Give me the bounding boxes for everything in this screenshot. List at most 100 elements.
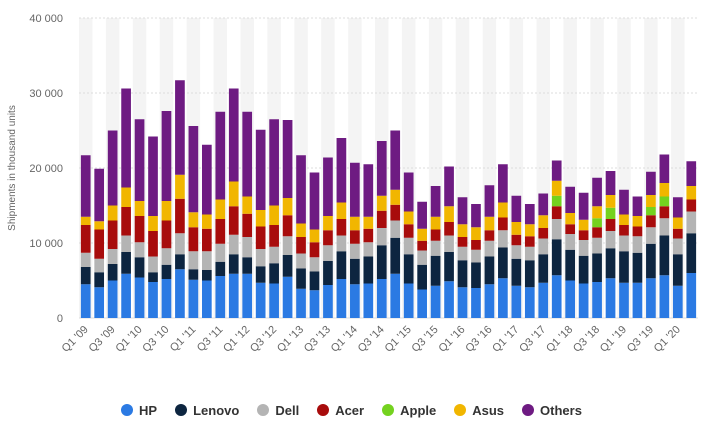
bar-segment-hp (444, 281, 454, 318)
bar-segment-acer (538, 228, 549, 239)
bar-segment-hp (498, 278, 508, 318)
legend-item-acer[interactable]: Acer (317, 403, 364, 418)
bar-segment-hp (323, 285, 333, 318)
x-tick-label: Q1 '10 (114, 324, 145, 355)
bar-segment-hp (228, 273, 239, 318)
bar-segment-hp (201, 280, 212, 318)
bar-segment-hp (471, 288, 481, 318)
legend-label-apple: Apple (400, 402, 437, 418)
bar-segment-others (134, 119, 145, 201)
legend-dot-asus (454, 404, 467, 416)
bar-segment-others (107, 130, 118, 206)
bar-segment-hp (686, 273, 697, 318)
legend-item-lenovo[interactable]: Lenovo (175, 403, 239, 418)
legend-item-hp[interactable]: HP (121, 403, 157, 418)
bar-segment-hp (350, 284, 360, 318)
bar-segment-acer (498, 217, 508, 231)
x-tick-label: Q1 '20 (652, 324, 683, 355)
bar-segment-others (659, 154, 670, 183)
bar-segment-acer (417, 240, 427, 251)
bar-segment-others (403, 172, 414, 212)
bar-segment-dell (296, 253, 306, 269)
bar-segment-others (296, 155, 306, 224)
bar-segment-lenovo (632, 252, 643, 283)
bar-segment-others (175, 80, 185, 175)
legend: HP Lenovo Dell Acer Apple Asus Others (0, 400, 703, 420)
bar-segment-asus (457, 224, 468, 237)
legend-item-apple[interactable]: Apple (382, 403, 436, 418)
bar-segment-hp (511, 285, 522, 318)
bar-segment-acer (269, 225, 279, 247)
bar-segment-others (350, 162, 360, 217)
legend-item-asus[interactable]: Asus (454, 403, 504, 418)
bar-segment-others (444, 166, 454, 207)
x-tick-label: Q3 '09 (87, 324, 118, 355)
bar-segment-asus (121, 187, 131, 207)
legend-label-hp: HP (139, 402, 158, 418)
bar-segment-acer (672, 228, 683, 239)
x-tick-label: Q1 '14 (329, 324, 360, 355)
bar-segment-others (686, 161, 697, 186)
bar-segment-others (228, 88, 239, 182)
bar-segment-lenovo (646, 243, 656, 279)
bar-segment-dell (444, 235, 454, 252)
bar-segment-hp (107, 280, 118, 318)
bar-segment-others (524, 204, 535, 225)
bar-segment-apple (659, 196, 670, 207)
legend-item-others[interactable]: Others (522, 403, 582, 418)
bar-segment-acer (296, 237, 306, 254)
bar-segment-hp (363, 283, 374, 318)
bar-segment-lenovo (228, 254, 239, 274)
bar-segment-dell (672, 238, 683, 255)
bar-segment-dell (282, 236, 293, 255)
bar-segment-hp (296, 288, 306, 318)
x-tick-label: Q1 '17 (490, 324, 521, 355)
bar-segment-asus (524, 224, 535, 237)
legend-item-dell[interactable]: Dell (257, 403, 299, 418)
bar-segment-lenovo (524, 260, 535, 288)
bar-segment-others (619, 189, 629, 215)
x-tick-label: Q3 '12 (248, 324, 279, 355)
bar-segment-hp (605, 278, 616, 318)
bar-segment-hp (134, 277, 145, 318)
legend-label-others: Others (540, 402, 582, 418)
bar-segment-dell (417, 250, 427, 265)
bar-segment-acer (255, 226, 266, 249)
bar-segment-others (498, 164, 508, 203)
bar-segment-hp (578, 283, 589, 318)
x-tick-label: Q1 '19 (598, 324, 629, 355)
bar-segment-hp (215, 276, 226, 318)
bar-segment-lenovo (350, 258, 360, 285)
bar-segment-others (323, 157, 333, 216)
bar-segment-lenovo (363, 256, 374, 284)
bar-segment-dell (632, 236, 643, 253)
bar-segment-asus (336, 202, 347, 219)
legend-dot-hp (121, 404, 134, 416)
bar-segment-asus (484, 216, 495, 231)
bar-segment-lenovo (444, 252, 454, 282)
bar-segment-hp (175, 269, 185, 318)
bar-segment-asus (255, 210, 266, 227)
bar-segment-acer (551, 206, 562, 219)
x-tick-label: Q1 '13 (275, 324, 306, 355)
bar-segment-dell (323, 245, 333, 261)
bar-segment-others (592, 177, 602, 207)
bar-segment-asus (161, 201, 172, 221)
legend-label-lenovo: Lenovo (193, 402, 240, 418)
bar-segment-others (242, 111, 253, 197)
bar-segment-asus (659, 183, 670, 197)
bar-segment-lenovo (390, 237, 401, 274)
bar-segment-acer (632, 226, 643, 237)
legend-label-dell: Dell (275, 402, 300, 418)
bar-segment-dell (269, 246, 279, 264)
bar-segment-lenovo (134, 257, 145, 278)
legend-dot-dell (257, 404, 270, 416)
bar-segment-dell (686, 211, 697, 234)
bar-segment-dell (309, 257, 320, 272)
bar-segment-lenovo (282, 255, 293, 277)
bar-segment-lenovo (498, 247, 508, 279)
bar-segment-acer (403, 224, 414, 238)
bar-segment-others (471, 204, 481, 228)
bar-segment-hp (255, 282, 266, 318)
bar-segment-lenovo (215, 261, 226, 276)
